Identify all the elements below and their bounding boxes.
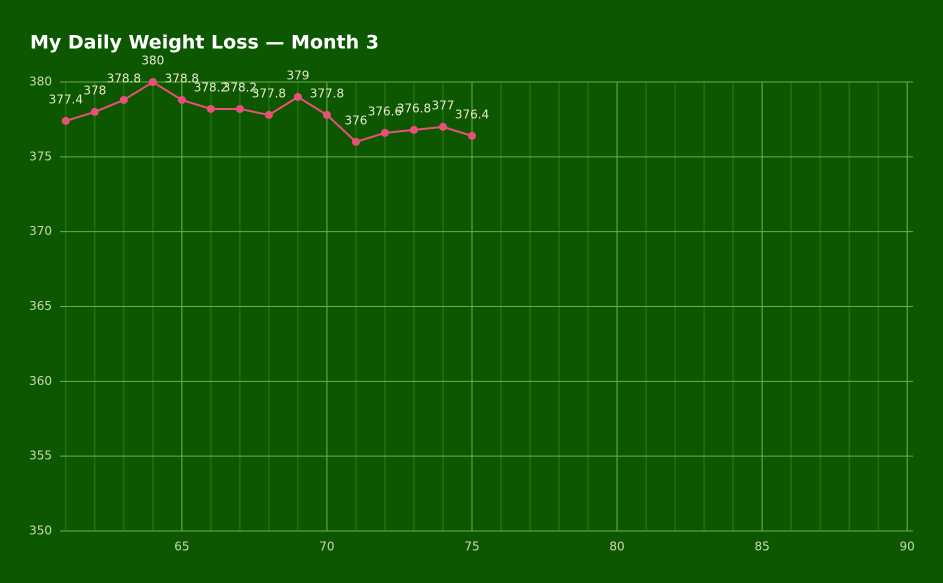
x-tick-label: 85 xyxy=(754,540,769,554)
data-label: 378.8 xyxy=(107,71,141,85)
data-point xyxy=(206,104,215,113)
data-point xyxy=(438,122,447,131)
y-tick-label: 380 xyxy=(29,75,52,89)
data-point xyxy=(264,110,273,119)
data-label: 378.8 xyxy=(165,71,199,85)
data-label: 377.8 xyxy=(310,86,344,100)
y-tick-label: 375 xyxy=(29,149,52,163)
data-point xyxy=(351,137,360,146)
data-point xyxy=(177,95,186,104)
data-label: 376.6 xyxy=(368,104,402,118)
data-point xyxy=(322,110,331,119)
chart-title: My Daily Weight Loss — Month 3 xyxy=(30,32,379,54)
data-point xyxy=(380,128,389,137)
y-tick-label: 360 xyxy=(29,374,52,388)
y-tick-label: 350 xyxy=(29,524,52,538)
data-point xyxy=(235,104,244,113)
data-label: 379 xyxy=(286,68,309,82)
x-tick-label: 90 xyxy=(900,540,915,554)
x-tick-label: 80 xyxy=(609,540,624,554)
y-tick-label: 355 xyxy=(29,449,52,463)
x-tick-label: 75 xyxy=(464,540,479,554)
data-label: 378.2 xyxy=(194,80,228,94)
data-label: 378.2 xyxy=(223,80,257,94)
data-label: 378 xyxy=(83,83,106,97)
data-point xyxy=(293,92,302,101)
data-label: 380 xyxy=(141,54,164,68)
data-label: 377 xyxy=(432,98,455,112)
data-point xyxy=(90,107,99,116)
data-label: 377.8 xyxy=(252,86,286,100)
data-label: 377.4 xyxy=(49,92,83,106)
data-label: 376.8 xyxy=(397,101,431,115)
y-tick-label: 365 xyxy=(29,299,52,313)
data-label: 376 xyxy=(344,113,367,127)
data-point xyxy=(409,125,418,134)
data-point xyxy=(148,78,157,86)
x-tick-label: 65 xyxy=(174,540,189,554)
data-label: 376.4 xyxy=(455,107,489,121)
x-tick-label: 70 xyxy=(319,540,334,554)
data-point xyxy=(61,116,70,125)
data-point xyxy=(119,95,128,104)
y-tick-label: 370 xyxy=(29,224,52,238)
data-point xyxy=(467,131,476,140)
